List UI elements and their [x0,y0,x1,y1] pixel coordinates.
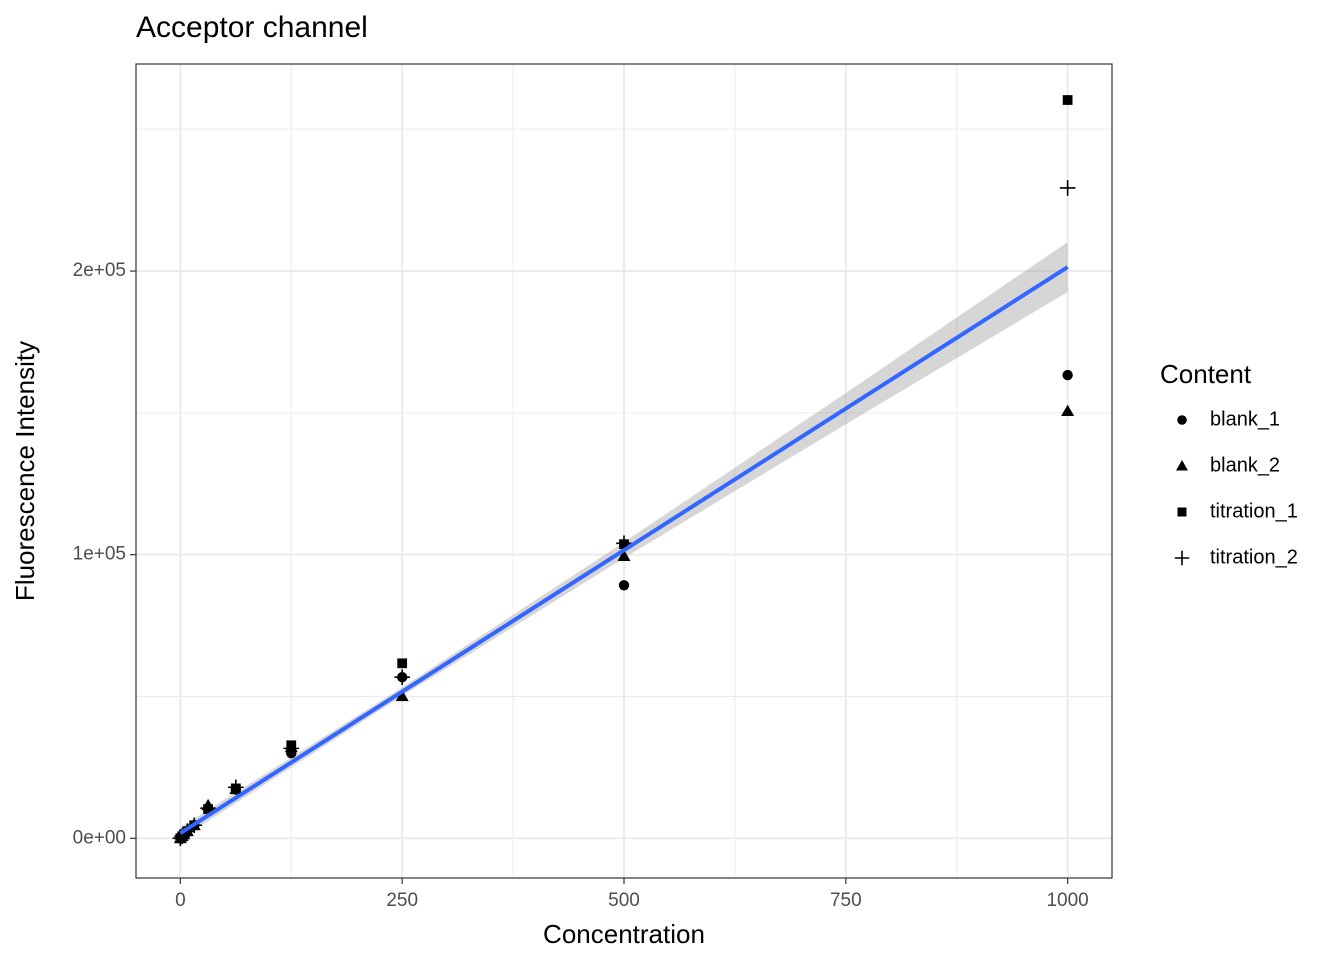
point [395,689,409,702]
point [1062,369,1073,381]
x-tick-label: 0 [175,890,186,911]
legend-title: Content [1160,359,1252,389]
x-axis-title: Concentration [543,919,705,949]
point [617,549,631,561]
point [394,669,410,685]
point [1061,404,1075,417]
legend-label: blank_2 [1210,454,1280,476]
point [228,779,244,796]
legend-label: titration_1 [1210,500,1298,522]
y-tick-label: 0e+00 [73,827,126,848]
y-axis-title: Fluorescence Intensity [10,341,40,601]
y-tick-label: 2e+05 [73,260,126,281]
point [618,580,630,591]
x-tick-label: 250 [386,890,418,911]
point [397,658,408,669]
panel-border [135,63,1113,879]
point [1059,180,1076,196]
point [283,740,300,757]
legend-symbol [1177,415,1187,425]
y-tick-label: 1e+05 [73,544,126,565]
x-tick-label: 750 [830,890,862,911]
x-tick-label: 500 [608,890,640,911]
legend-symbol [1176,460,1188,471]
chart-title: Acceptor channel [136,11,368,44]
fit-line [179,265,1069,835]
legend-symbol [1177,507,1187,517]
x-tick-label: 1000 [1046,890,1088,911]
point [1062,95,1073,105]
legend-symbol [1174,550,1190,566]
legend-label: blank_1 [1210,408,1280,430]
legend-label: titration_2 [1210,546,1298,568]
